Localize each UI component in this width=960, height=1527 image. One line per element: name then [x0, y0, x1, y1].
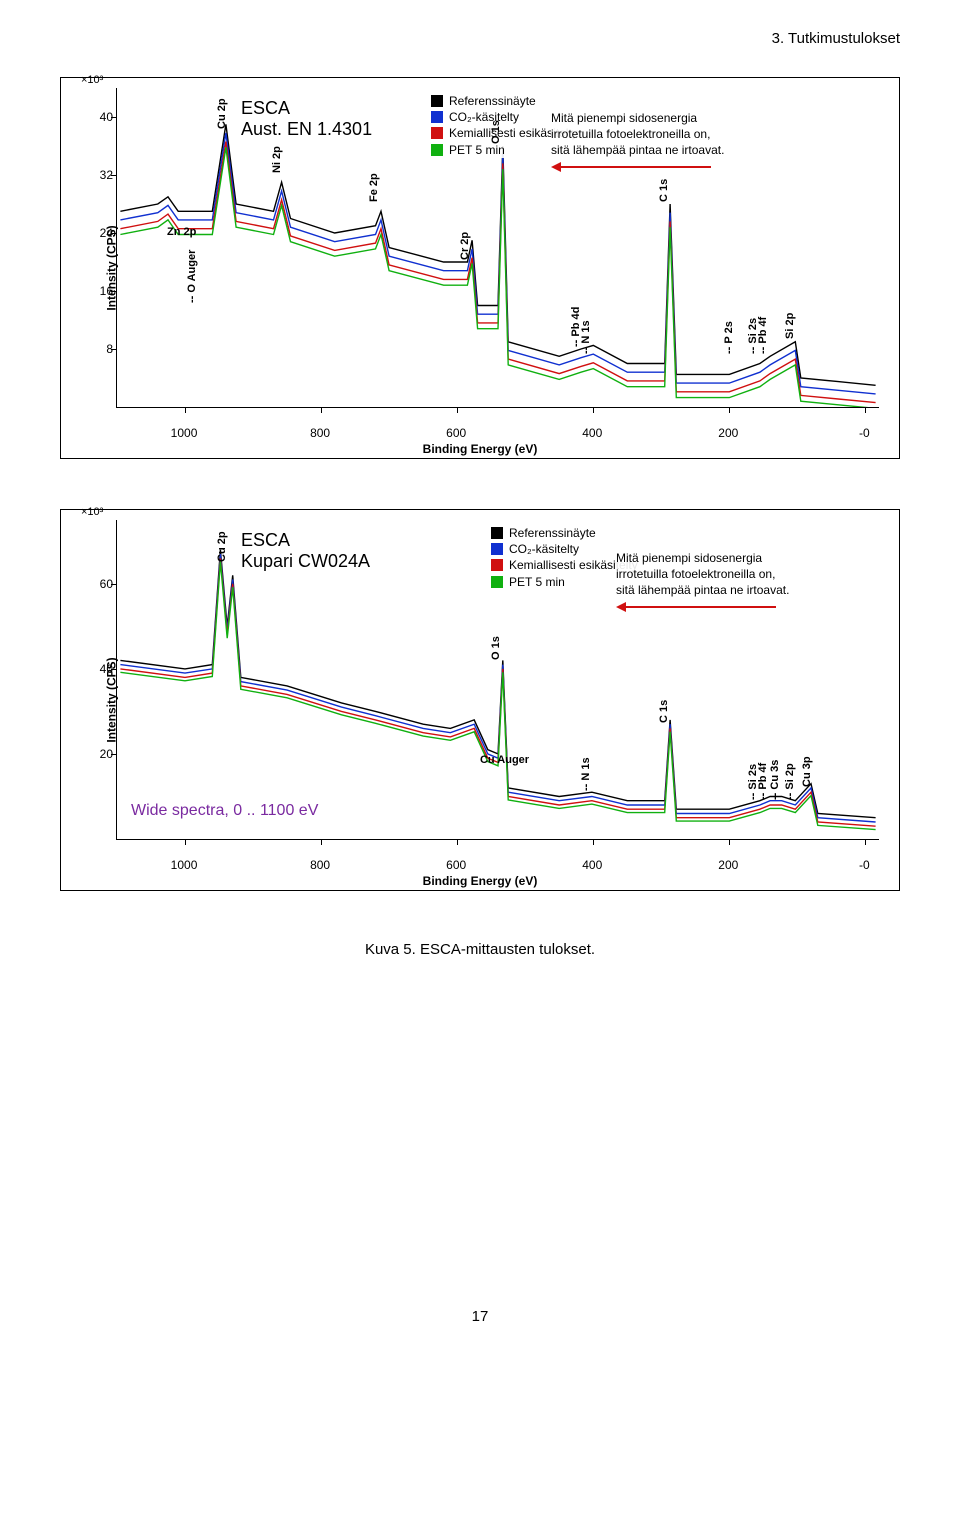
- y-tick-label: 40: [91, 110, 113, 124]
- peak-label: -- N 1s: [580, 758, 592, 792]
- peak-label: Fe 2p: [368, 173, 380, 202]
- legend-label: CO₂-käsitelty: [509, 541, 579, 557]
- peak-label: O 1s: [490, 636, 502, 660]
- chart-title-line1: ESCA: [241, 530, 370, 551]
- x-tick-label: 800: [310, 426, 330, 440]
- explanatory-note: Mitä pienempi sidosenergia irrotetuilla …: [616, 550, 789, 615]
- y-exponent: ×10³: [81, 74, 103, 86]
- explanatory-note: Mitä pienempi sidosenergia irrotetuilla …: [551, 110, 724, 175]
- arrow-icon: [616, 599, 789, 615]
- x-tick-label: 600: [446, 858, 466, 872]
- peak-label: Cu Auger: [480, 754, 529, 766]
- note-line: irrotetuilla fotoelektroneilla on,: [616, 566, 789, 582]
- note-line: irrotetuilla fotoelektroneilla on,: [551, 126, 724, 142]
- chart-title-line2: Aust. EN 1.4301: [241, 119, 372, 140]
- peak-label: O 1s: [490, 120, 502, 144]
- chart-title: ESCA Aust. EN 1.4301: [241, 98, 372, 140]
- x-tick-label: 200: [718, 858, 738, 872]
- legend-swatch-icon: [491, 527, 503, 539]
- note-line: Mitä pienempi sidosenergia: [551, 110, 724, 126]
- esca-chart-austenitic: ×10³ Intensity (CPS) Binding Energy (eV)…: [60, 77, 900, 459]
- peak-label: -- N 1s: [580, 320, 592, 354]
- x-tick-label: 1000: [171, 426, 198, 440]
- x-tick-label: 1000: [171, 858, 198, 872]
- peak-label: Cr 2p: [459, 231, 471, 259]
- note-line: Mitä pienempi sidosenergia: [616, 550, 789, 566]
- legend-item: Referenssinäyte: [491, 525, 638, 541]
- legend-label: PET 5 min: [509, 574, 565, 590]
- peak-label: -- O Auger: [186, 250, 198, 303]
- y-tick-label: 20: [91, 747, 113, 761]
- y-tick-label: 16: [91, 284, 113, 298]
- y-tick-label: 24: [91, 226, 113, 240]
- peak-label: -- Pb 4f: [757, 763, 769, 800]
- legend-swatch-icon: [491, 543, 503, 555]
- legend-label: Referenssinäyte: [449, 93, 536, 109]
- note-line: sitä lähempää pintaa ne irtoavat.: [616, 582, 789, 598]
- esca-chart-copper: ×10³ Intensity (CPS) Binding Energy (eV)…: [60, 509, 900, 891]
- x-axis-label: Binding Energy (eV): [423, 874, 538, 888]
- peak-label: Ni 2p: [271, 146, 283, 173]
- arrow-icon: [551, 159, 724, 175]
- figure-caption: Kuva 5. ESCA-mittausten tulokset.: [60, 941, 900, 958]
- x-tick-label: 600: [446, 426, 466, 440]
- x-tick-label: 200: [718, 426, 738, 440]
- peak-label: C 1s: [658, 700, 670, 723]
- peak-label: -- Cu 3s: [769, 760, 781, 800]
- chart-title-line1: ESCA: [241, 98, 372, 119]
- legend-swatch-icon: [491, 559, 503, 571]
- page-number: 17: [60, 1308, 900, 1325]
- legend-label: CO₂-käsitelty: [449, 109, 519, 125]
- x-tick-label: 800: [310, 858, 330, 872]
- peak-label: Si 2p: [784, 313, 796, 339]
- legend-swatch-icon: [491, 576, 503, 588]
- peak-label: Cu 2p: [216, 98, 228, 129]
- peak-label: -- Pb 4f: [757, 316, 769, 353]
- x-tick-label: 400: [582, 858, 602, 872]
- peak-label: Cu 2p: [216, 531, 228, 562]
- x-tick-label: 400: [582, 426, 602, 440]
- peak-label: -- P 2s: [723, 321, 735, 354]
- legend-swatch-icon: [431, 144, 443, 156]
- legend-item: Referenssinäyte: [431, 93, 578, 109]
- y-exponent: ×10³: [81, 506, 103, 518]
- peak-label: -- Si 2p: [784, 763, 796, 800]
- legend-swatch-icon: [431, 127, 443, 139]
- y-tick-label: 60: [91, 577, 113, 591]
- peak-label: Zn 2p: [167, 226, 196, 238]
- legend-swatch-icon: [431, 95, 443, 107]
- peak-label: Cu 3p: [801, 757, 813, 788]
- peak-label: C 1s: [658, 178, 670, 201]
- section-header: 3. Tutkimustulokset: [60, 30, 900, 47]
- y-tick-label: 32: [91, 168, 113, 182]
- legend-label: Referenssinäyte: [509, 525, 596, 541]
- chart-title-line2: Kupari CW024A: [241, 551, 370, 572]
- note-line: sitä lähempää pintaa ne irtoavat.: [551, 142, 724, 158]
- x-tick-label: -0: [859, 858, 870, 872]
- y-tick-label: 8: [91, 342, 113, 356]
- chart-title: ESCA Kupari CW024A: [241, 530, 370, 572]
- x-tick-label: -0: [859, 426, 870, 440]
- wide-spectra-label: Wide spectra, 0 .. 1100 eV: [131, 802, 318, 820]
- x-axis-label: Binding Energy (eV): [423, 442, 538, 456]
- y-tick-label: 40: [91, 662, 113, 676]
- legend-swatch-icon: [431, 111, 443, 123]
